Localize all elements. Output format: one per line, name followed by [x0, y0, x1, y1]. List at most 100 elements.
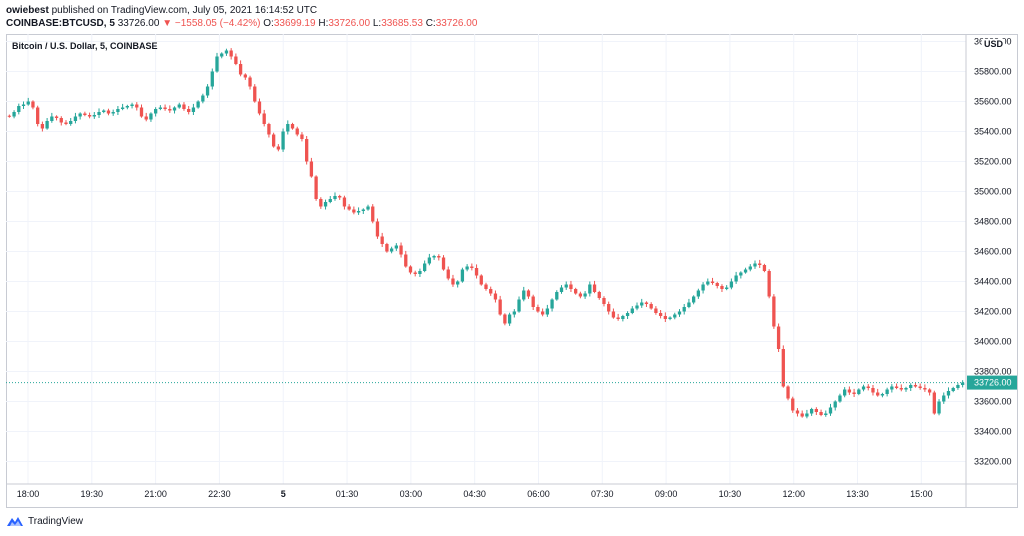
candle-body [460, 269, 465, 282]
candle-body [857, 389, 861, 394]
y-tick-label: 35600.00 [974, 97, 1012, 107]
candle-body [427, 257, 432, 264]
candle-body [526, 290, 531, 297]
candle-body [583, 293, 587, 297]
candle-body [361, 209, 365, 211]
candle-body [17, 106, 21, 112]
candle-body [927, 389, 932, 393]
candle-body [578, 293, 583, 297]
footer: TradingView [6, 515, 83, 527]
candle-body [111, 112, 115, 114]
candle-body [809, 409, 814, 414]
candle-body [758, 263, 762, 265]
candle-body [743, 269, 748, 273]
candle-body [673, 314, 677, 318]
candle-body [437, 256, 441, 258]
candle-body [144, 116, 148, 120]
candle-body [852, 392, 856, 394]
candle-body [536, 307, 540, 312]
candle-body [894, 386, 899, 388]
candle-body [314, 176, 318, 199]
close-label: C: [425, 18, 436, 29]
candle-body [371, 206, 375, 222]
tradingview-brand[interactable]: TradingView [28, 515, 84, 527]
candle-body [507, 314, 512, 324]
candle-body [861, 386, 866, 390]
candle-body [795, 410, 800, 414]
open-value: 33699.19 [273, 18, 316, 29]
candle-body [540, 311, 545, 315]
candle-body [871, 388, 875, 393]
y-tick-label: 33600.00 [974, 397, 1012, 407]
candle-body [456, 281, 460, 285]
candle-body [290, 124, 295, 129]
candle-body [696, 290, 701, 297]
candle-body [102, 110, 106, 112]
candle-body [224, 50, 229, 54]
candle-body [328, 199, 332, 202]
x-tick-label: 10:30 [719, 489, 742, 499]
open-label: O: [263, 18, 274, 29]
candle-body [687, 302, 691, 307]
candle-body [253, 86, 257, 102]
publisher-username[interactable]: owiebest [6, 5, 49, 16]
candle-body [621, 316, 625, 319]
candle-body [257, 101, 262, 114]
x-tick-label: 5 [281, 489, 286, 499]
candle-body [772, 296, 776, 327]
candle-body [715, 283, 719, 286]
candle-body [956, 385, 960, 388]
candle-body [677, 311, 682, 315]
candle-body [776, 326, 781, 349]
chart-title: Bitcoin / U.S. Dollar, 5, COINBASE [12, 41, 158, 51]
close-value: 33726.00 [435, 18, 478, 29]
candle-body [838, 395, 842, 402]
low-label: L: [372, 18, 382, 29]
candle-body [21, 104, 26, 106]
candle-body [824, 413, 828, 415]
candle-body [729, 281, 734, 288]
candle-body [342, 197, 347, 207]
candle-body [545, 308, 550, 315]
candle-body [843, 389, 847, 396]
candle-body [668, 317, 672, 319]
candle-body [69, 121, 73, 124]
low-value: 33685.53 [381, 18, 423, 29]
candle-body [120, 107, 125, 109]
candle-body [904, 388, 908, 390]
x-tick-label: 13:30 [846, 489, 869, 499]
candle-body [753, 263, 757, 267]
candle-body [960, 382, 965, 385]
candle-body [446, 269, 450, 279]
candle-body [220, 53, 224, 57]
candle-body [800, 413, 804, 417]
currency-badge[interactable]: USD [982, 39, 1006, 49]
candle-body [828, 407, 833, 414]
candle-body [163, 107, 167, 109]
candle-body [12, 112, 16, 117]
candle-body [484, 284, 488, 289]
x-tick-label: 01:30 [336, 489, 359, 499]
candle-body [597, 292, 601, 298]
candle-body [177, 104, 181, 108]
candle-body [182, 104, 186, 109]
x-tick-label: 21:00 [144, 489, 167, 499]
candle-body [946, 391, 951, 396]
candle-body [531, 296, 535, 307]
y-tick-label: 35800.00 [974, 67, 1012, 77]
candle-body [814, 409, 818, 412]
candle-body [512, 311, 516, 315]
candle-body [819, 412, 823, 415]
high-label: H: [318, 18, 329, 29]
price-chart[interactable]: 36000.0035800.0035600.0035400.0035200.00… [6, 34, 1018, 508]
candle-body [649, 304, 653, 309]
candle-body [791, 398, 795, 411]
y-tick-label: 33200.00 [974, 457, 1012, 467]
candle-body [470, 266, 474, 268]
x-tick-label: 12:00 [782, 489, 805, 499]
candle-body [564, 284, 568, 288]
tradingview-logo-icon[interactable] [6, 515, 24, 527]
candle-body [196, 101, 200, 108]
candle-body [625, 313, 630, 316]
candle-body [550, 299, 554, 309]
